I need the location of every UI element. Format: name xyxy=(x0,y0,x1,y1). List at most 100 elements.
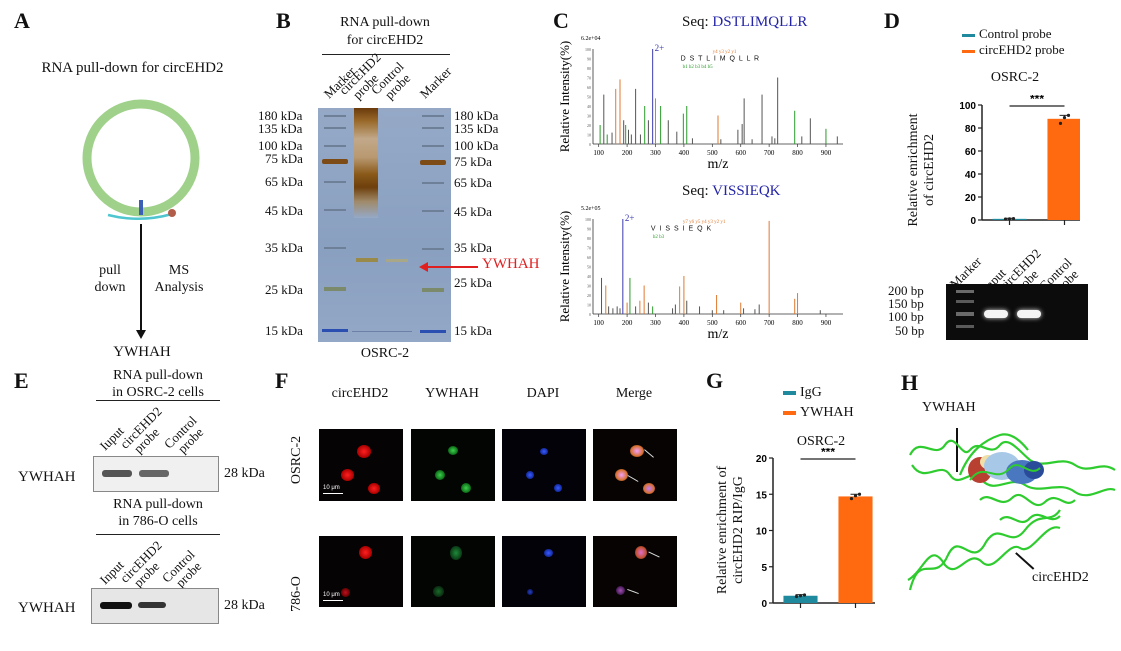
dye-front xyxy=(352,331,412,332)
cell xyxy=(643,483,655,494)
spectrum2-seq-title: Seq: VISSIEQK xyxy=(682,183,781,199)
fish-image-osrc2-ywhah xyxy=(411,429,495,501)
panel-label-d: D xyxy=(884,8,900,33)
nucleus xyxy=(526,471,534,479)
marker-band xyxy=(322,159,348,164)
cell xyxy=(615,469,628,481)
x-tick-label: 900 xyxy=(821,149,832,157)
kda-right-35: 35 kDa xyxy=(454,240,492,255)
blot2-lane-circehd2-probe: circEHD2 probe xyxy=(116,537,165,591)
pulldown-arrow-head-icon xyxy=(136,330,146,339)
max-intensity-label: 6.2e+04 xyxy=(581,36,601,42)
data-point xyxy=(1058,121,1063,125)
kda-left-15: 15 kDa xyxy=(265,323,303,338)
panel-a-result: YWHAH xyxy=(113,344,171,360)
x-axis-label: m/z xyxy=(708,157,729,170)
blot1-divider xyxy=(96,400,220,401)
cell xyxy=(616,586,625,595)
marker-band xyxy=(324,115,346,117)
y-tick-label: 60 xyxy=(587,85,591,90)
ms-text: MS xyxy=(168,263,190,278)
x-tick-label: 700 xyxy=(764,149,775,157)
kda-left-35: 35 kDa xyxy=(265,240,303,255)
y-axis-label: Relative Intensity(%) xyxy=(557,211,572,323)
x-tick-label: 300 xyxy=(650,319,661,327)
bp-100: 100 bp xyxy=(888,309,924,324)
rna-overlay-icon xyxy=(969,464,1041,481)
x-tick-label: 500 xyxy=(707,319,718,327)
x-tick-label: 900 xyxy=(821,319,832,327)
significance-stars: *** xyxy=(821,448,835,459)
fish-image-osrc2-circehd2: 10 μm xyxy=(319,429,403,501)
legend-item-igg: IgG xyxy=(783,383,854,403)
legend-item-control-probe: Control probe xyxy=(962,26,1065,42)
panel-b-title: RNA pull-down for circEHD2 xyxy=(310,14,460,50)
row-label-786o: 786-O xyxy=(289,576,304,612)
blot-band-input xyxy=(100,602,132,609)
ywhah-band xyxy=(356,258,378,262)
panel-b-caption: OSRC-2 xyxy=(360,346,410,361)
x-tick-label: 200 xyxy=(622,319,633,327)
probe-strand-icon xyxy=(107,212,173,221)
blot-band-probe xyxy=(138,602,166,608)
kda-right-180: 180 kDa xyxy=(454,108,499,123)
b-ion-labels: b1 b2 b3 b4 b5 xyxy=(683,65,714,70)
colocalization-arrow-icon xyxy=(648,551,660,558)
y-tick-label: 0 xyxy=(761,599,767,610)
data-point xyxy=(1062,116,1067,120)
x-axis-label: m/z xyxy=(708,327,729,340)
x-tick-label: 500 xyxy=(707,149,718,157)
x-tick-label: 600 xyxy=(735,319,746,327)
y-tick-label: 80 xyxy=(587,66,591,71)
y-tick-label: 70 xyxy=(587,76,591,81)
nucleus xyxy=(540,448,548,455)
cell xyxy=(635,546,647,559)
legend-item-ywhah: YWHAH xyxy=(783,403,854,423)
marker-band xyxy=(420,160,446,165)
y-tick-label: 30 xyxy=(587,114,591,119)
cell xyxy=(450,546,462,560)
blot2-protein-label: YWHAH xyxy=(18,600,76,616)
bp-200: 200 bp xyxy=(888,283,924,298)
marker-band xyxy=(422,115,444,117)
spectrum-1-chart: 100 200 300 400 500 600 700 800 900 0 10 20 30 40 50 60… xyxy=(557,36,843,170)
pull-text: pull xyxy=(99,263,121,278)
fish-image-786o-dapi xyxy=(502,536,586,607)
fragment-sequence: V I S S I E Q K xyxy=(651,225,712,232)
probe-pcr-band xyxy=(1017,310,1041,318)
marker-band xyxy=(324,209,346,211)
panel-label-c: C xyxy=(553,8,569,33)
data-point xyxy=(1011,217,1016,221)
down-text: down xyxy=(94,280,126,295)
y-tick-label: 50 xyxy=(587,95,591,100)
kda-left-75: 75 kDa xyxy=(265,151,303,166)
panel-a-title: RNA pull-down for circEHD2 xyxy=(41,60,224,76)
panel-d-legend: Control probe circEHD2 probe xyxy=(962,26,1065,58)
ywhah-arrow-head-icon xyxy=(419,262,428,272)
x-tick-label: 100 xyxy=(593,149,604,157)
y-tick-label: 10 xyxy=(756,527,768,538)
data-point xyxy=(857,492,862,496)
y-tick-label: 80 xyxy=(965,124,977,135)
x-tick-label: 400 xyxy=(679,149,690,157)
fish-image-786o-circehd2: 10 μm xyxy=(319,536,403,607)
colocalization-arrow-icon xyxy=(627,588,639,595)
y-tick-label: 60 xyxy=(587,255,591,260)
marker-band xyxy=(422,127,444,129)
legend-swatch-orange-icon xyxy=(783,410,796,415)
max-intensity-label: 5.2e+05 xyxy=(581,206,601,212)
blot1-lane-circehd2-probe: circEHD2 probe xyxy=(116,403,165,457)
panel-b-title-line1: RNA pull-down xyxy=(340,15,430,30)
pulldown-arrow-shaft xyxy=(140,224,142,332)
data-point xyxy=(1003,217,1008,221)
kda-left-100: 100 kDa xyxy=(258,138,303,153)
y-axis-label: Relative Intensity(%) xyxy=(557,41,572,153)
blot1-title: RNA pull-down in OSRC-2 cells xyxy=(112,368,204,400)
marker-band xyxy=(422,182,444,184)
blot1-protein-label: YWHAH xyxy=(18,469,76,485)
y-tick-label: 40 xyxy=(965,170,977,181)
y-tick-label: 100 xyxy=(585,217,591,222)
ywhah-band-control xyxy=(386,259,408,262)
western-blot-786o xyxy=(91,588,219,624)
panel-label-b: B xyxy=(276,8,291,33)
